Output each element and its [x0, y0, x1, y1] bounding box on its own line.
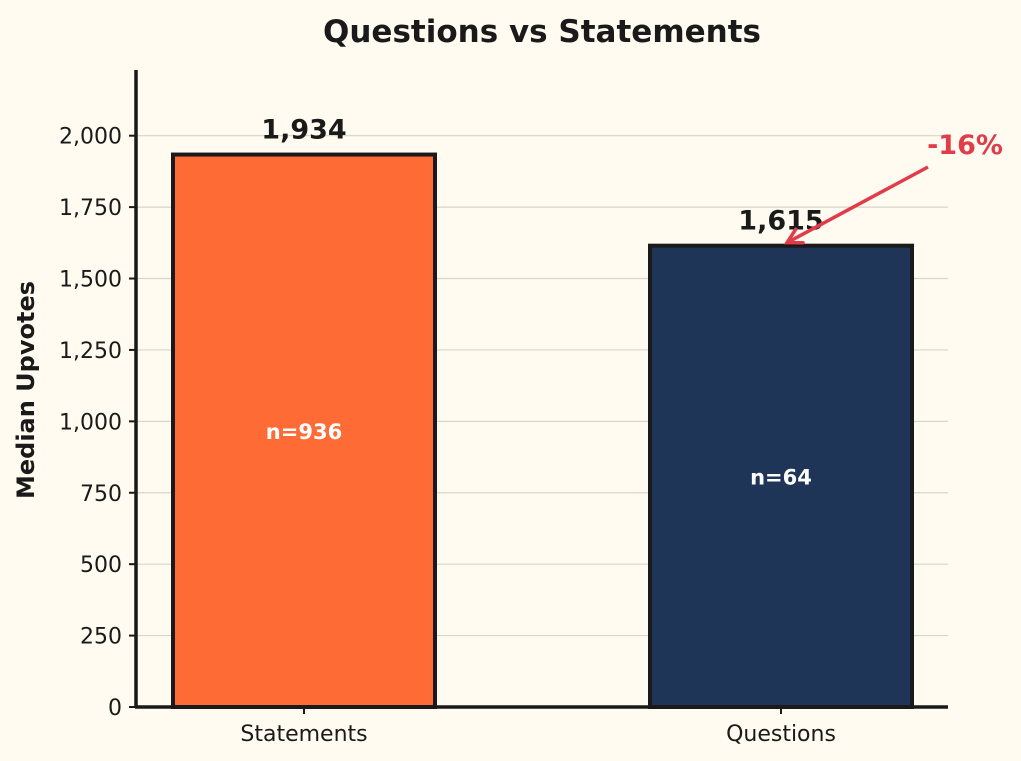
- y-tick-label: 1,500: [59, 268, 122, 293]
- bar-count-label: n=64: [750, 465, 812, 489]
- bar-count-label: n=936: [266, 420, 342, 444]
- annotation-arrowhead: [783, 227, 805, 245]
- y-tick-label: 1,750: [59, 196, 122, 221]
- x-tick-label: Statements: [240, 722, 367, 747]
- bar-statements: [171, 152, 437, 709]
- bar-value-label: 1,934: [261, 115, 346, 146]
- chart-title: Questions vs Statements: [323, 14, 761, 50]
- y-tick-label: 1,250: [59, 339, 122, 364]
- annotation: -16%: [783, 130, 1003, 245]
- y-tick-label: 250: [80, 625, 122, 650]
- y-tick-label: 750: [80, 482, 122, 507]
- annotation-arrow: [786, 165, 929, 245]
- axes: 0 250 500 750 1,000 1,250 1,500 1,750 2,000 State…: [59, 70, 948, 747]
- annotation-label: -16%: [927, 130, 1003, 161]
- x-tick-label: Questions: [726, 722, 836, 747]
- y-tick-label: 2,000: [59, 125, 122, 150]
- bars: [171, 152, 914, 709]
- bar-value-label: 1,615: [738, 206, 823, 237]
- y-axis-label: Median Upvotes: [12, 281, 40, 499]
- y-tick-label: 1,000: [59, 410, 122, 435]
- bar-questions: [648, 243, 914, 709]
- y-tick-label: 500: [80, 553, 122, 578]
- y-tick-label: 0: [108, 696, 122, 721]
